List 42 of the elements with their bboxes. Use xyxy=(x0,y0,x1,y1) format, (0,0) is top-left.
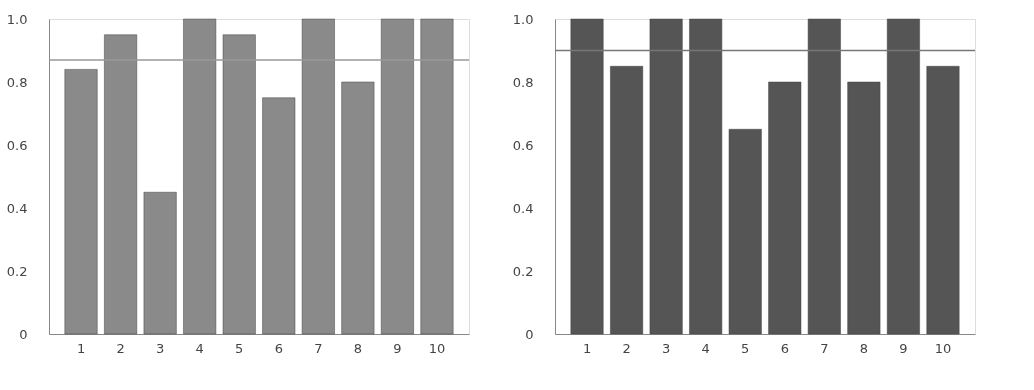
x-tick-label: 9 xyxy=(899,340,908,356)
bar xyxy=(768,81,802,335)
x-tick-label: 8 xyxy=(859,340,869,356)
bar xyxy=(807,18,841,335)
y-tick-label: 0.8 xyxy=(6,74,28,90)
bar xyxy=(610,66,644,335)
bar xyxy=(649,18,683,335)
x-tick-label: 3 xyxy=(155,340,165,356)
x-tick-label: 5 xyxy=(741,340,750,356)
y-tick-label: 0.6 xyxy=(512,137,534,153)
x-tick-label: 2 xyxy=(116,340,125,356)
bar xyxy=(847,81,881,335)
x-tick-label: 8 xyxy=(353,340,363,356)
y-tick-label: 0 xyxy=(525,326,534,342)
y-tick-label: 0.8 xyxy=(512,74,534,90)
x-tick-label: 7 xyxy=(820,340,829,356)
bar xyxy=(570,18,604,335)
bar xyxy=(689,18,723,335)
y-tick-label: 0.2 xyxy=(6,263,28,279)
x-tick-label: 9 xyxy=(393,340,402,356)
x-tick-label: 4 xyxy=(701,340,710,356)
x-tick-label: 5 xyxy=(235,340,244,356)
y-tick-label: 0.6 xyxy=(6,137,28,153)
x-tick-label: 6 xyxy=(274,340,283,356)
y-tick-label: 0 xyxy=(19,326,28,342)
x-tick-label: 6 xyxy=(780,340,789,356)
bar xyxy=(728,129,762,335)
y-tick-label: 1.0 xyxy=(512,11,534,27)
bar xyxy=(886,18,920,335)
x-tick-label: 10 xyxy=(934,340,952,356)
x-tick-label: 1 xyxy=(582,340,592,356)
x-tick-label: 10 xyxy=(428,340,446,356)
x-tick-label: 2 xyxy=(622,340,631,356)
x-tick-label: 1 xyxy=(76,340,86,356)
y-tick-label: 0.2 xyxy=(512,263,534,279)
x-tick-label: 4 xyxy=(195,340,204,356)
x-tick-label: 3 xyxy=(661,340,671,356)
x-tick-label: 7 xyxy=(314,340,323,356)
y-tick-label: 0.4 xyxy=(6,200,28,216)
y-tick-label: 1.0 xyxy=(6,11,28,27)
bar xyxy=(926,66,960,335)
y-tick-label: 0.4 xyxy=(512,200,534,216)
